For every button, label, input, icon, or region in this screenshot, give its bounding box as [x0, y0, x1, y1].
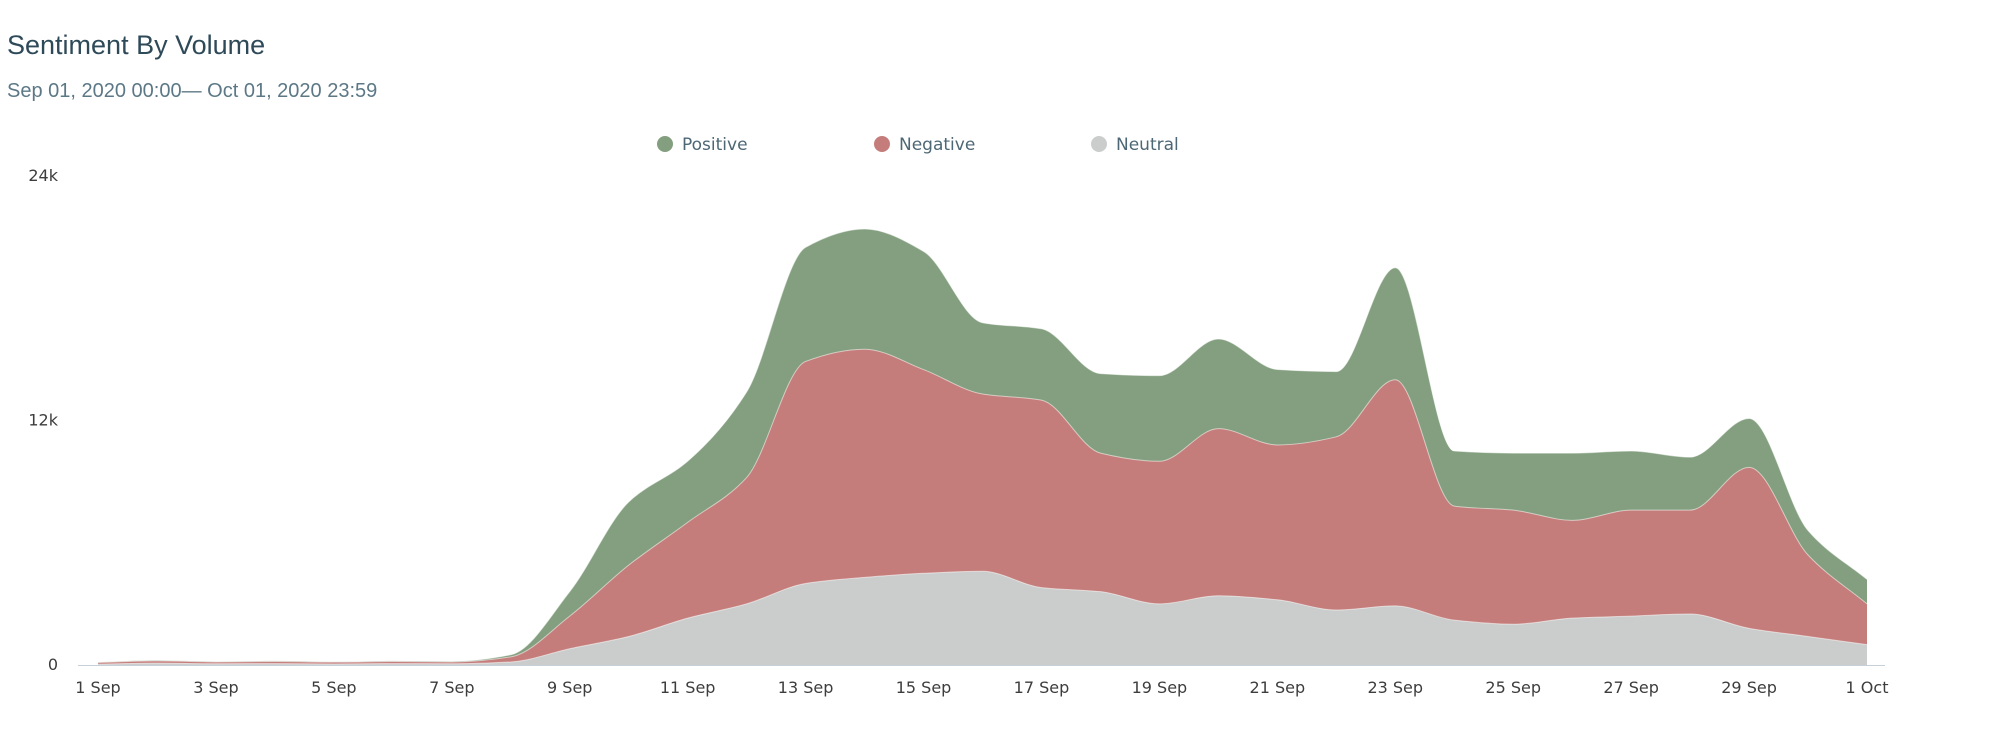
x-axis: 1 Sep 3 Sep 5 Sep 7 Sep 9 Sep 11 Sep 13 Sep 15 …: [75, 678, 1888, 697]
legend-swatch: [657, 136, 673, 152]
chart-subtitle: Sep 01, 2020 00:00— Oct 01, 2020 23:59: [7, 80, 378, 102]
chart-title: Sentiment By Volume: [7, 30, 266, 60]
legend: Positive Negative Neutral: [657, 135, 1179, 155]
legend-item-positive[interactable]: Positive: [657, 135, 748, 155]
y-tick-label: 0: [48, 655, 58, 674]
x-tick-label: 23 Sep: [1367, 678, 1423, 697]
area-layers: [97, 228, 1868, 666]
legend-item-neutral[interactable]: Neutral: [1091, 135, 1179, 155]
legend-label: Neutral: [1116, 135, 1179, 155]
area-edge-neutral: [97, 570, 1868, 665]
area-edge-positive: [97, 228, 1868, 663]
y-axis: 0 12k 24k: [28, 166, 58, 674]
x-tick-label: 29 Sep: [1721, 678, 1777, 697]
y-tick-label: 24k: [28, 166, 58, 185]
x-tick-label: 25 Sep: [1485, 678, 1541, 697]
x-tick-label: 1 Sep: [75, 678, 120, 697]
x-tick-label: 5 Sep: [311, 678, 356, 697]
x-tick-label: 11 Sep: [660, 678, 716, 697]
x-tick-label: 27 Sep: [1603, 678, 1659, 697]
area-neutral: [98, 571, 1867, 665]
legend-item-negative[interactable]: Negative: [874, 135, 975, 155]
area-negative: [98, 349, 1867, 665]
x-tick-label: 1 Oct: [1846, 678, 1889, 697]
legend-label: Negative: [899, 135, 975, 155]
legend-swatch: [1091, 136, 1107, 152]
x-tick-label: 7 Sep: [429, 678, 474, 697]
x-tick-label: 13 Sep: [778, 678, 834, 697]
y-tick-label: 12k: [28, 411, 58, 430]
x-tick-label: 3 Sep: [193, 678, 238, 697]
x-tick-label: 15 Sep: [896, 678, 952, 697]
legend-label: Positive: [682, 135, 748, 155]
x-tick-label: 9 Sep: [547, 678, 592, 697]
legend-swatch: [874, 136, 890, 152]
x-tick-label: 21 Sep: [1250, 678, 1306, 697]
x-tick-label: 17 Sep: [1014, 678, 1070, 697]
x-tick-label: 19 Sep: [1132, 678, 1188, 697]
area-edge-negative: [97, 348, 1868, 664]
